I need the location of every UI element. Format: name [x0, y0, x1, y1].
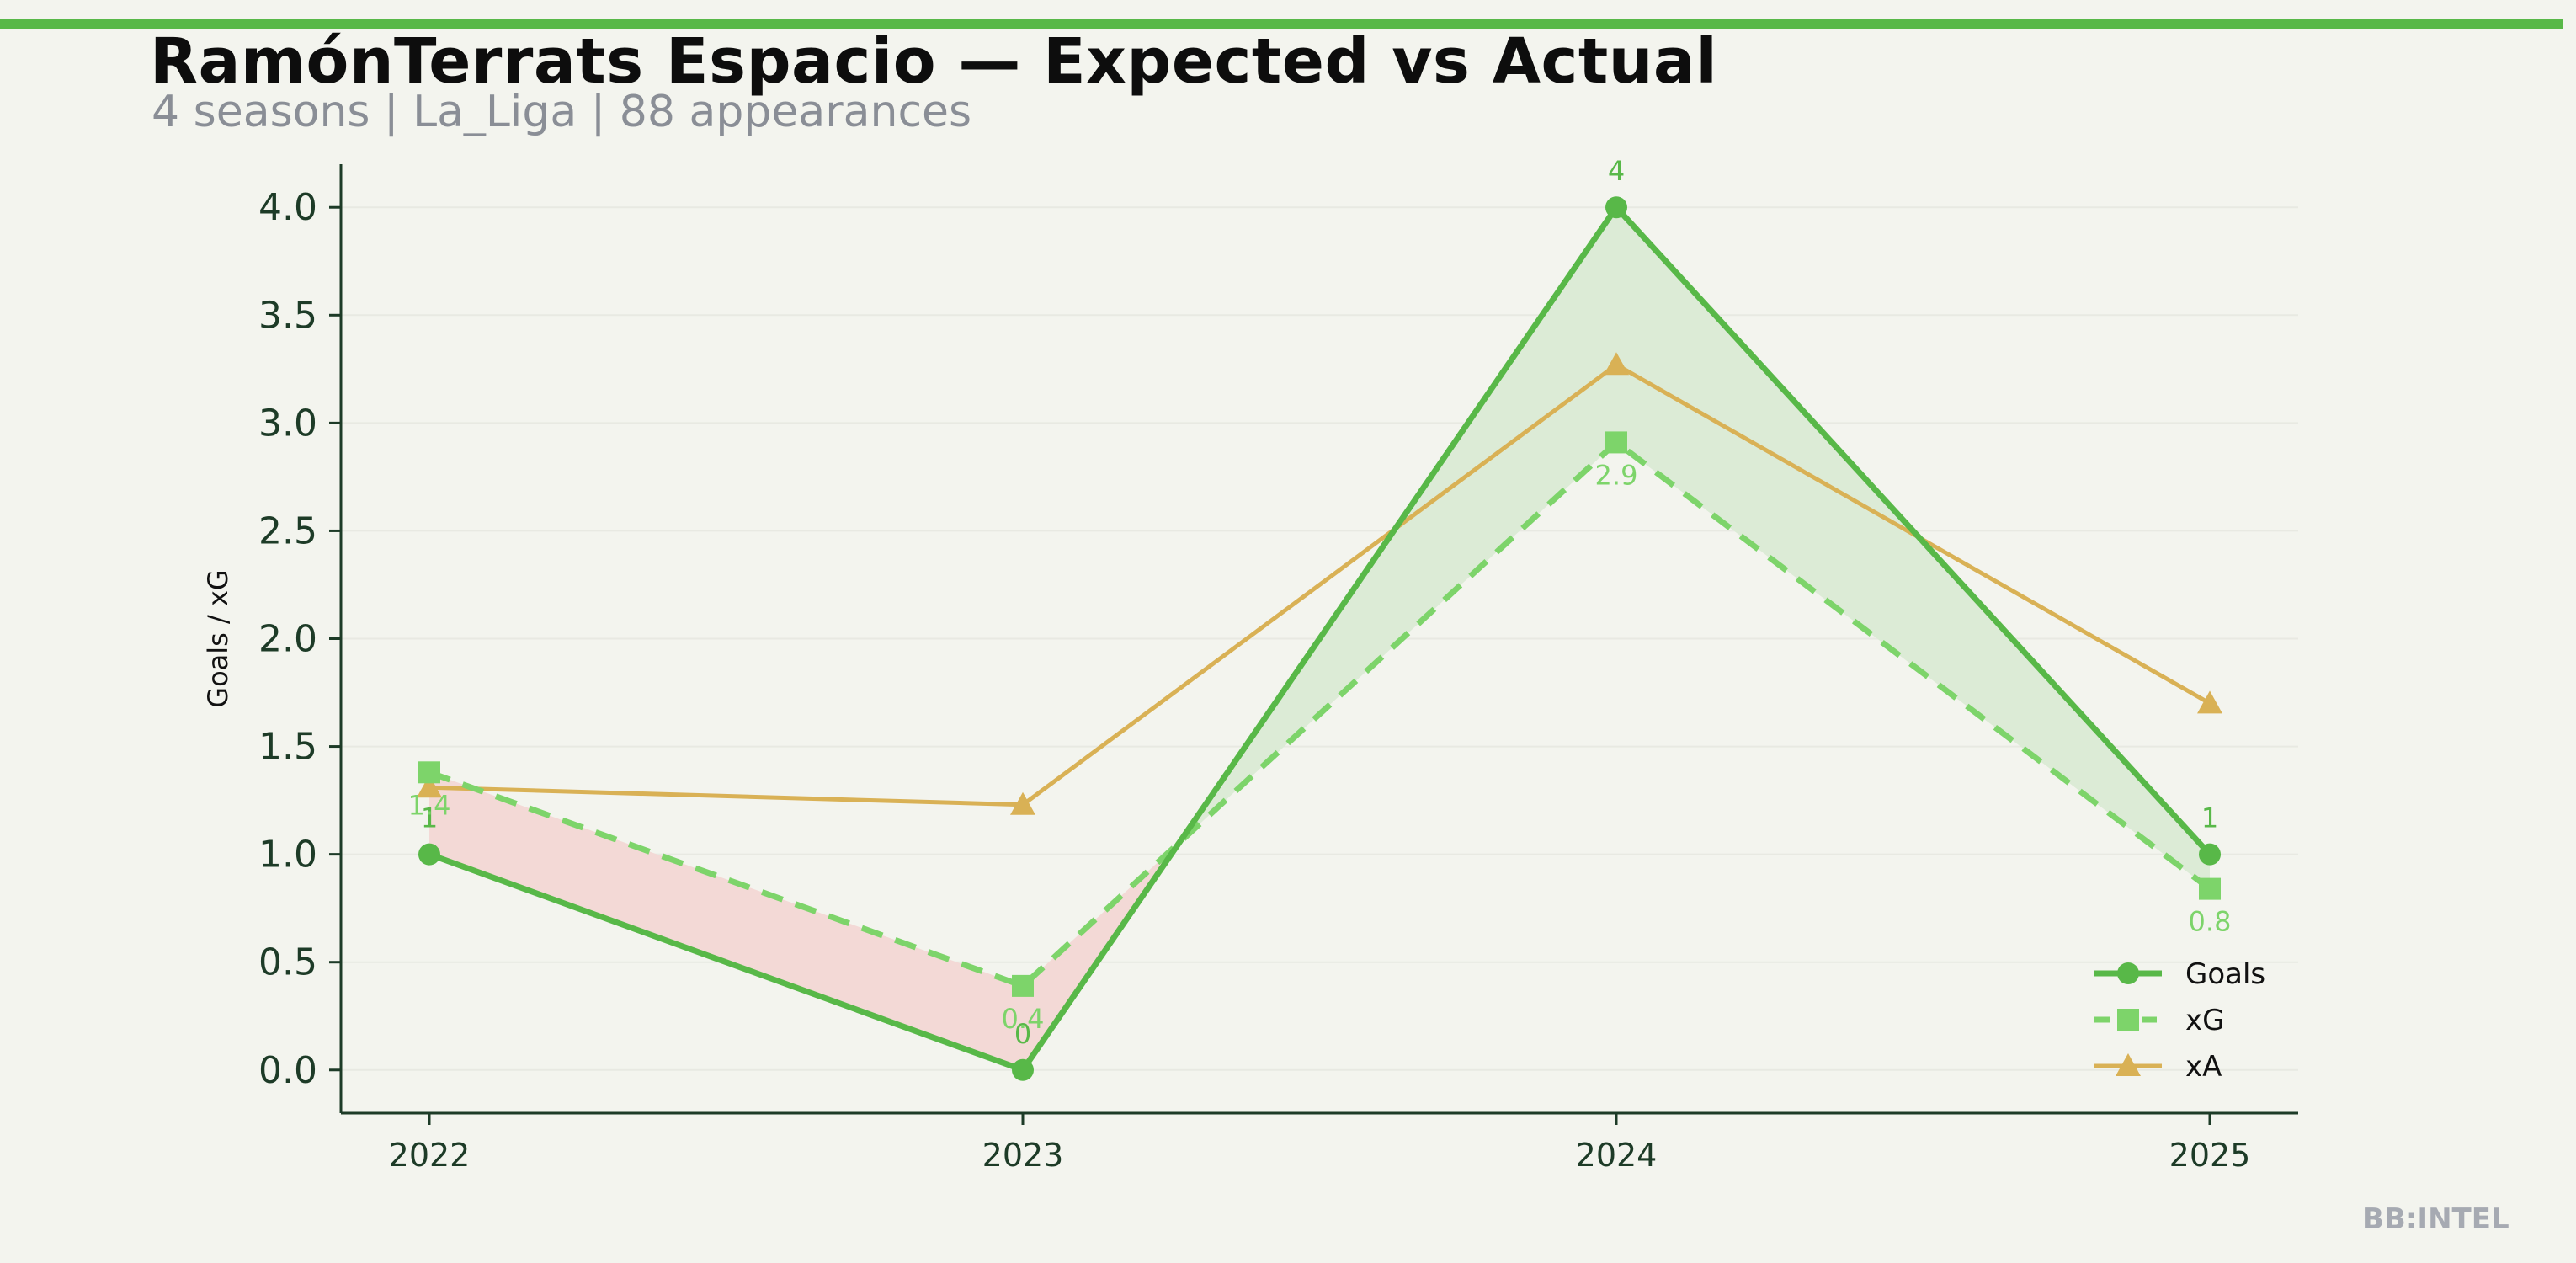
overperformance-area — [1616, 207, 2210, 889]
xa-point — [1604, 352, 1629, 376]
y-tick-label: 3.5 — [258, 294, 317, 337]
goals-data-label: 1 — [421, 802, 438, 834]
goals-point — [418, 843, 440, 866]
page-subtitle: 4 seasons | La_Liga | 88 appearances — [152, 87, 972, 137]
y-tick-label: 4.0 — [258, 186, 317, 229]
xg-point — [1605, 431, 1627, 454]
x-tick-label: 2022 — [389, 1137, 471, 1174]
xg-data-label: 2.9 — [1595, 459, 1638, 491]
goals-point — [2199, 843, 2221, 866]
y-tick-label: 2.0 — [258, 618, 317, 661]
goals-data-label: 1 — [2201, 802, 2218, 834]
xg-point — [418, 761, 440, 784]
xa-point — [417, 775, 442, 798]
xa-point — [2197, 690, 2222, 714]
top-accent-bar — [0, 19, 2563, 29]
xa-point — [1010, 791, 1035, 815]
xg-point — [1012, 974, 1034, 997]
x-tick-label: 2024 — [1576, 1137, 1658, 1174]
underperformance-area — [429, 772, 1023, 1070]
xg-point — [2199, 877, 2221, 900]
goals-point — [1012, 1058, 1034, 1081]
legend-goals-marker — [2117, 962, 2139, 984]
page-title: RamónTerrats Espacio — Expected vs Actua… — [150, 25, 1718, 98]
x-tick-label: 2023 — [982, 1137, 1064, 1174]
y-tick-label: 2.5 — [258, 509, 317, 552]
xg-series-line — [428, 439, 2212, 989]
goals-data-label: 4 — [1608, 155, 1625, 187]
y-tick-label: 1.5 — [258, 726, 317, 769]
legend: Goals xG xA — [2094, 957, 2265, 1084]
series-lines — [417, 196, 2222, 1081]
y-axis-label: Goals / xG — [202, 569, 234, 707]
axes: 0.0 0.5 1.0 1.5 2.0 2.5 3.0 3.5 4.0 2022 2023 2024 2… — [202, 164, 2298, 1174]
y-tick-label: 0.0 — [258, 1049, 317, 1092]
x-tick-label: 2025 — [2169, 1137, 2251, 1174]
legend-goals-label: Goals — [2185, 957, 2265, 991]
y-tick-label: 0.5 — [258, 941, 317, 984]
legend-xa-marker — [2116, 1053, 2141, 1076]
brand-watermark: BB:INTEL — [2362, 1202, 2509, 1236]
legend-xg-marker — [2117, 1009, 2139, 1031]
xg-data-label: 0.4 — [1002, 1003, 1045, 1035]
legend-xa-label: xA — [2185, 1050, 2222, 1084]
y-tick-label: 1.0 — [258, 834, 317, 877]
goals-series-line — [428, 204, 2212, 1074]
goals-point — [1605, 196, 1627, 219]
xg-data-label: 0.8 — [2189, 906, 2232, 938]
legend-xg-label: xG — [2185, 1004, 2224, 1037]
y-tick-label: 3.0 — [258, 402, 317, 445]
goals-data-label: 0 — [1014, 1018, 1031, 1050]
xg-data-label: 1.4 — [408, 789, 451, 821]
